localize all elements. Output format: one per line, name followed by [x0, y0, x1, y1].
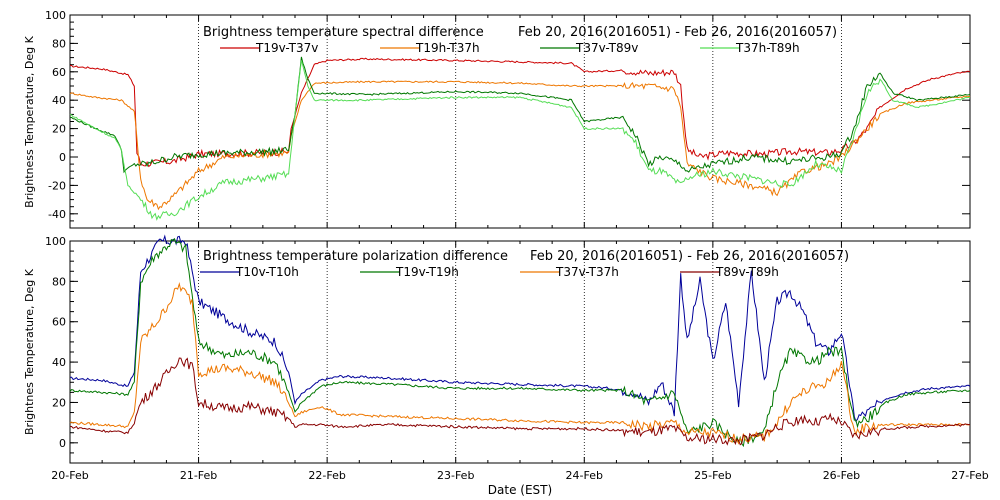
top-legend-label-t19h-t37h: T19h-T37h — [415, 41, 480, 55]
bottom-y-tick-label: 80 — [52, 275, 66, 288]
top-series-line-t37h-t89h — [69, 60, 971, 221]
top-legend: T19v-T37v T19h-T37h T37v-T89v T37h-T89h — [220, 41, 800, 55]
x-tick-label-23-feb: 23-Feb — [437, 469, 474, 482]
x-tick-label-22-feb: 22-Feb — [308, 469, 345, 482]
top-y-tick-label: 0 — [59, 151, 66, 164]
bottom-legend: T10v-T10h T19v-T19h T37v-T37h T89v-T89h — [200, 265, 779, 279]
top-legend-label-t37v-t89v: T37v-T89v — [575, 41, 638, 55]
bottom-y-tick-label: 100 — [45, 235, 66, 248]
top-y-tick-label: -40 — [48, 208, 66, 221]
x-tick-label-27-feb: 27-Feb — [951, 469, 988, 482]
bottom-y-tick-label: 0 — [59, 437, 66, 450]
bottom-y-tick-label: 20 — [52, 396, 66, 409]
top-y-axis: -40 -20 0 20 40 60 80 100 — [45, 9, 970, 229]
top-chart-title: Brightness temperature spectral differen… — [203, 25, 484, 40]
x-tick-label-21-feb: 21-Feb — [180, 469, 217, 482]
bottom-y-axis: 0 20 40 60 80 100 — [45, 235, 970, 464]
x-tick-label-26-feb: 26-Feb — [823, 469, 860, 482]
top-series-group — [69, 56, 971, 221]
top-plot-frame — [69, 14, 971, 229]
top-panel: -40 -20 0 20 40 60 80 100 Brightness temperatur… — [23, 9, 971, 229]
top-series-line-t19h-t37h — [69, 80, 971, 211]
top-y-tick-label: -20 — [48, 179, 66, 192]
bottom-date-range: Feb 20, 2016(2016051) - Feb 26, 2016(201… — [530, 249, 849, 264]
top-y-tick-label: 20 — [52, 123, 66, 136]
bottom-series-line-t89v-t89h — [69, 357, 971, 446]
top-y-tick-label: 40 — [52, 94, 66, 107]
bottom-plot-frame — [69, 240, 971, 464]
bottom-x-axis: 20-Feb 21-Feb 22-Feb 23-Feb 24-Feb 25-Feb 26-F… — [51, 469, 988, 482]
x-tick-label-24-feb: 24-Feb — [566, 469, 603, 482]
bottom-series-line-t10v-t10h — [70, 234, 971, 423]
top-y-tick-label: 60 — [52, 66, 66, 79]
x-axis-label: Date (EST) — [488, 483, 552, 497]
top-legend-label-t19v-t37v: T19v-T37v — [255, 41, 318, 55]
top-date-range: Feb 20, 2016(2016051) - Feb 26, 2016(201… — [518, 25, 837, 40]
bottom-series-group — [69, 234, 971, 448]
x-tick-label-25-feb: 25-Feb — [694, 469, 731, 482]
top-y-axis-label: Brightness Temperature, Deg K — [23, 35, 36, 207]
bottom-grid — [69, 241, 971, 463]
top-series-line-t37v-t89v — [70, 56, 971, 174]
bottom-y-tick-label: 60 — [52, 316, 66, 329]
bottom-legend-label-t89v-t89h: T89v-T89h — [715, 265, 779, 279]
top-legend-label-t37h-t89h: T37h-T89h — [735, 41, 800, 55]
bottom-legend-label-t10v-t10h: T10v-T10h — [235, 265, 299, 279]
bottom-y-tick-label: 40 — [52, 356, 66, 369]
bottom-y-axis-label: Brightnes Temperature, Deg K — [23, 268, 36, 435]
top-y-tick-label: 100 — [45, 9, 66, 22]
bottom-legend-label-t19v-t19h: T19v-T19h — [395, 265, 459, 279]
bottom-panel: 0 20 40 60 80 100 20-Feb 21-Feb 22-Feb 23-Feb 24-… — [23, 234, 989, 497]
x-tick-label-20-feb: 20-Feb — [51, 469, 88, 482]
top-y-tick-label: 80 — [52, 37, 66, 50]
top-series-line-t19v-t37v — [70, 57, 971, 168]
bottom-series-line-t37v-t37h — [69, 281, 971, 445]
bottom-legend-label-t37v-t37h: T37v-T37h — [555, 265, 619, 279]
bottom-series-line-t19v-t19h — [69, 237, 971, 448]
bottom-chart-title: Brightness temperature polarization diff… — [203, 249, 508, 264]
top-grid — [69, 15, 971, 228]
